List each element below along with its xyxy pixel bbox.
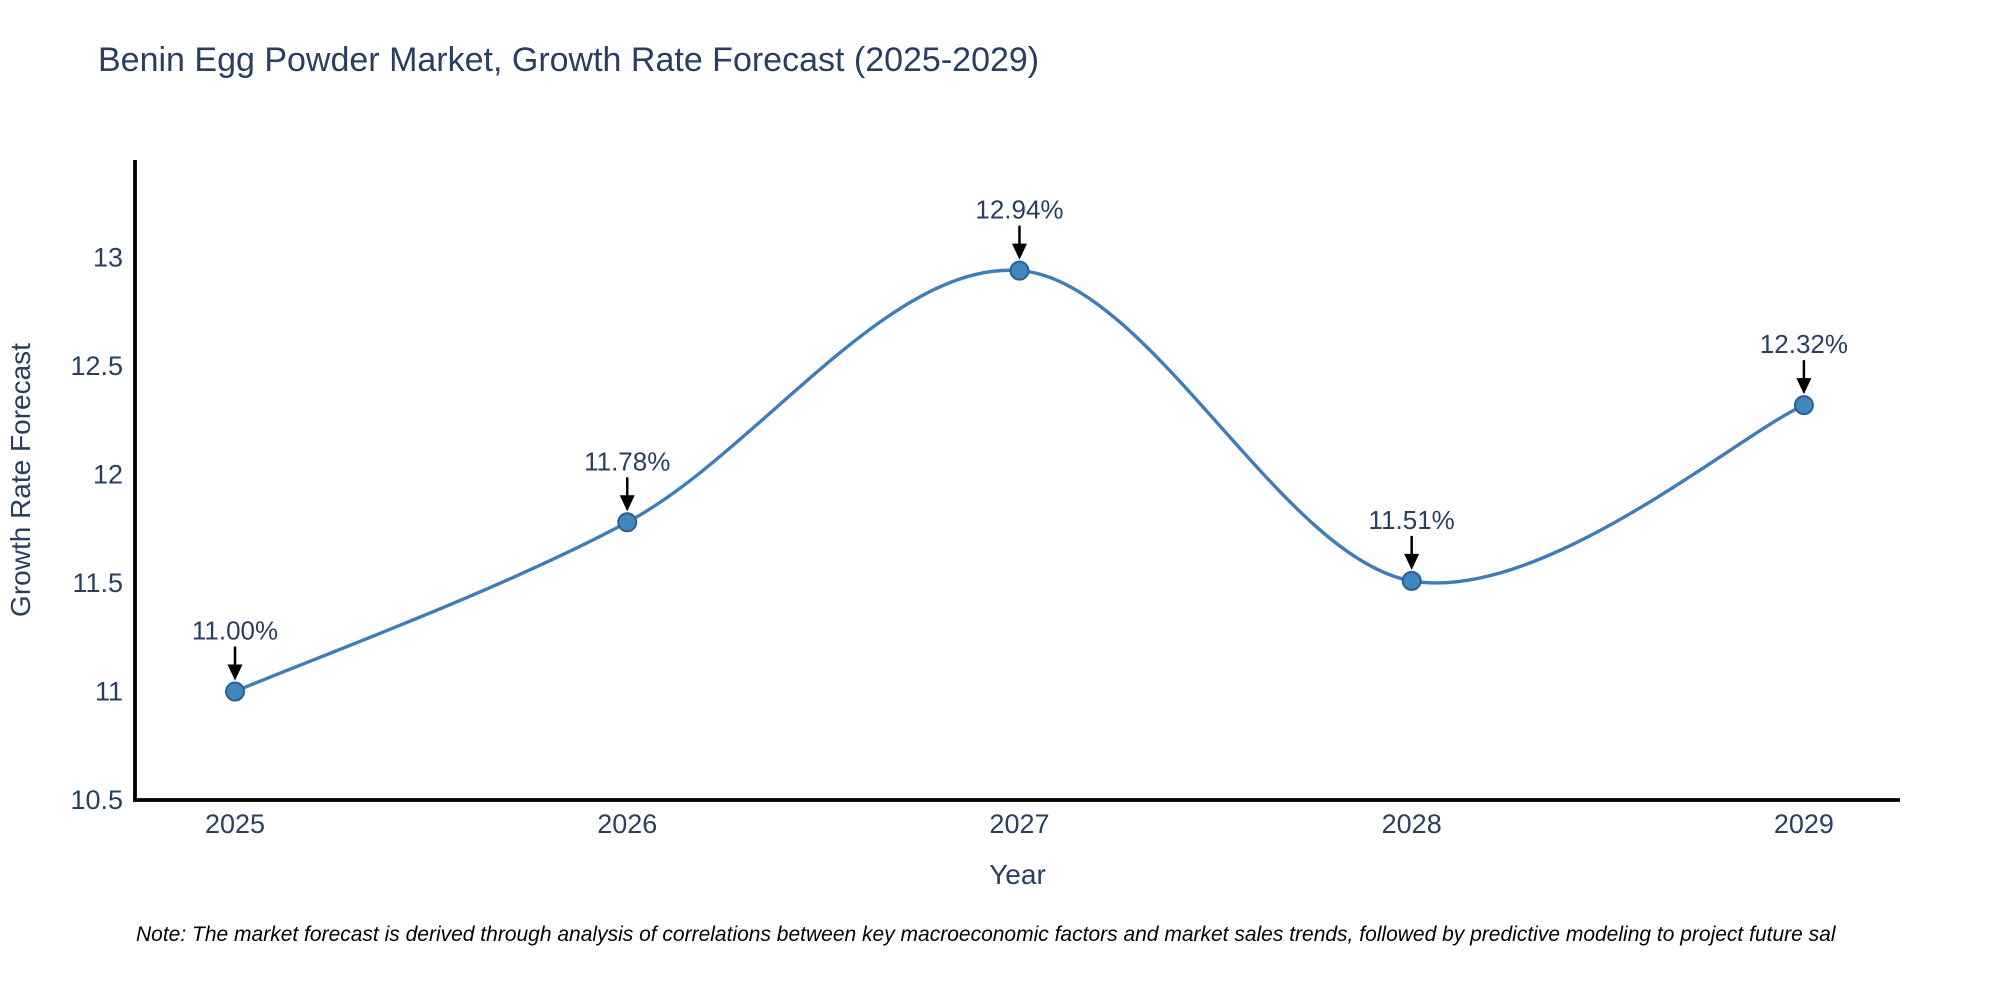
- y-tick-label: 11.5: [72, 568, 123, 598]
- trend-line: [233, 268, 1806, 694]
- y-tick-label: 10.5: [70, 785, 123, 815]
- annotation-label: 12.32%: [1760, 329, 1848, 359]
- annotation-arrowhead: [1404, 553, 1420, 570]
- data-point-marker: [1401, 570, 1422, 591]
- data-point-marker: [617, 512, 638, 533]
- x-tick-label: 2028: [1382, 809, 1442, 839]
- y-tick-label: 13: [93, 243, 123, 273]
- y-tick-label: 11: [95, 677, 123, 707]
- annotation-arrowhead: [1796, 378, 1812, 395]
- x-tick-label: 2029: [1774, 809, 1834, 839]
- footnote: Note: The market forecast is derived thr…: [136, 923, 1836, 946]
- annotation-label: 12.94%: [975, 195, 1063, 225]
- chart-title: Benin Egg Powder Market, Growth Rate For…: [98, 41, 1040, 79]
- y-tick-label: 12.5: [70, 351, 123, 381]
- x-tick-label: 2027: [989, 809, 1049, 839]
- x-axis-title: Year: [989, 859, 1046, 890]
- x-tick-label: 2025: [205, 809, 265, 839]
- x-tick-label: 2026: [597, 809, 657, 839]
- data-point-marker: [1793, 395, 1814, 416]
- annotation-label: 11.78%: [584, 446, 670, 476]
- annotation-label: 11.51%: [1369, 505, 1455, 535]
- y-axis-title: Growth Rate Forecast: [5, 343, 36, 617]
- y-tick-label: 12: [93, 460, 123, 490]
- annotation-label: 11.00%: [192, 616, 278, 646]
- data-point-marker: [225, 681, 246, 702]
- annotation-arrowhead: [227, 664, 243, 681]
- annotation-arrowhead: [619, 495, 635, 512]
- data-point-marker: [1009, 260, 1030, 281]
- annotation-arrowhead: [1011, 243, 1027, 260]
